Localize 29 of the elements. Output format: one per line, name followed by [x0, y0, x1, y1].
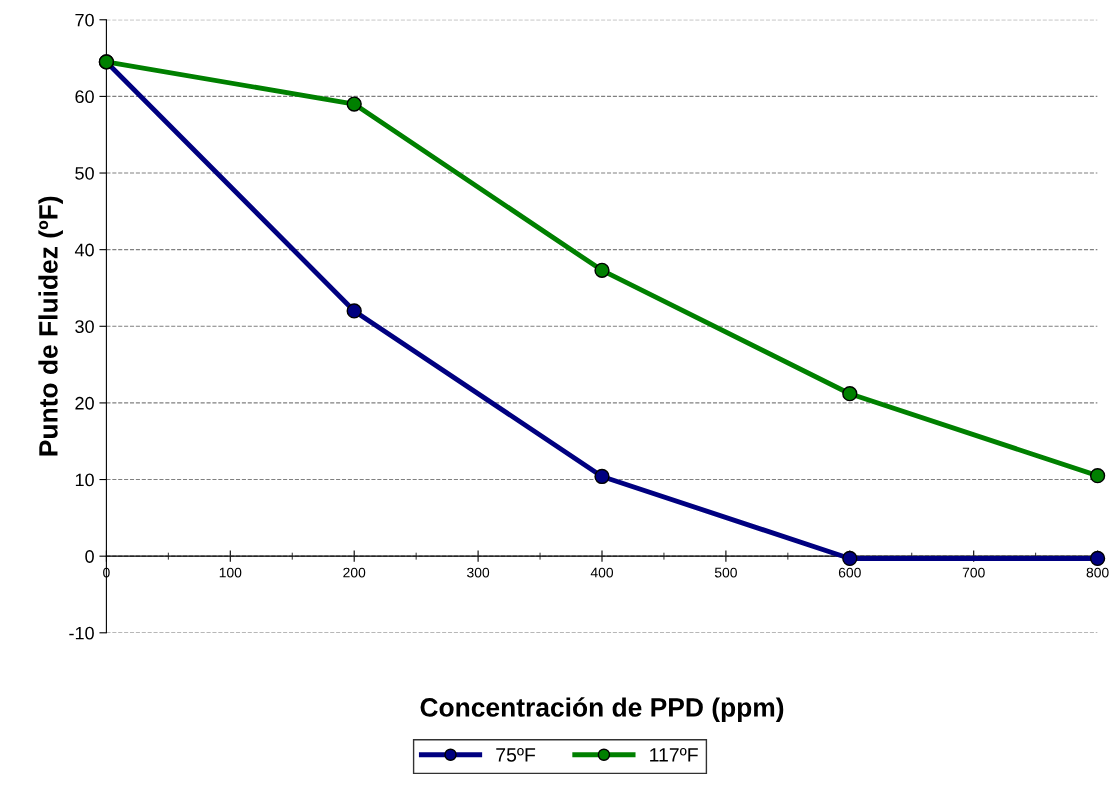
- x-tick-label: 300: [467, 567, 490, 578]
- point: [594, 468, 610, 485]
- y-tick-label: 0: [85, 550, 94, 563]
- x-axis-title: Concentración de PPD (ppm): [420, 697, 784, 722]
- point: [842, 386, 858, 402]
- y-tick-label: 70: [75, 13, 94, 27]
- point: [346, 303, 362, 319]
- x-tick-label: 200: [343, 567, 366, 578]
- y-tick-label: 10: [75, 473, 94, 487]
- x-tick-label: 400: [590, 567, 614, 578]
- legend-label: 117ºF: [650, 747, 698, 762]
- x-tick-label: 700: [962, 567, 985, 578]
- y-tick-label: 30: [75, 320, 94, 334]
- x-tick-label: 500: [714, 567, 737, 578]
- point: [346, 96, 362, 112]
- y-tick-label: 40: [74, 243, 94, 257]
- x-tick-label: 800: [1086, 567, 1109, 578]
- point: [842, 550, 858, 567]
- legend-label: 75ºF: [496, 747, 536, 762]
- point: [1089, 468, 1106, 484]
- y-tick-label: 20: [75, 396, 94, 410]
- point: [1089, 550, 1106, 567]
- x-tick-label: 100: [219, 567, 242, 578]
- y-axis-title: Punto de Fluidez (ºF): [38, 196, 63, 456]
- x-tick-label: 600: [838, 567, 861, 578]
- point: [594, 262, 610, 278]
- y-tick-label: 60: [75, 90, 94, 104]
- y-tick-label: -10: [69, 626, 94, 640]
- y-tick-label: 50: [75, 166, 94, 180]
